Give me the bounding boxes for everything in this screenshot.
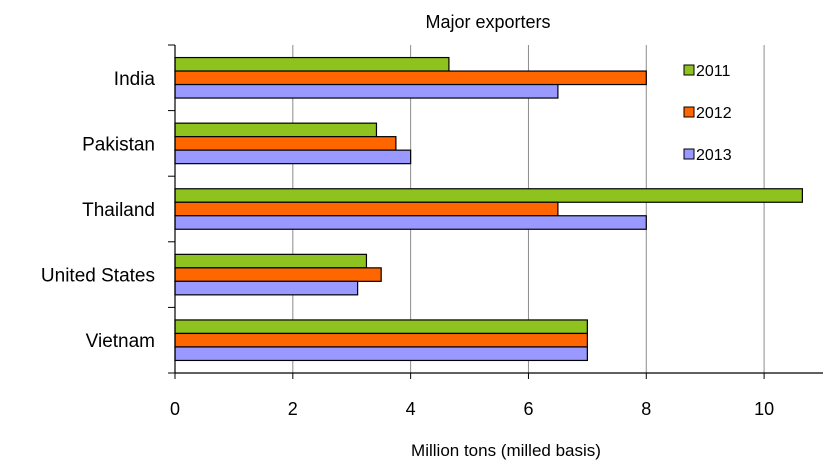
- bar-united-states-2011: [174, 253, 368, 269]
- axes: [168, 44, 823, 379]
- legend: 2011 2012 2013: [683, 63, 732, 164]
- x-axis-title: Million tons (milled basis): [411, 441, 601, 460]
- legend-label: 2013: [696, 147, 732, 164]
- x-tick-label: 4: [406, 399, 416, 419]
- category-label: Thailand: [82, 200, 155, 221]
- bar-pakistan-2011: [174, 122, 378, 138]
- category-label: United States: [41, 266, 155, 287]
- bar-thailand-2012: [174, 201, 559, 217]
- x-tick-label: 0: [170, 399, 180, 419]
- bars: [174, 56, 803, 362]
- bar-pakistan-2013: [174, 149, 412, 165]
- x-tick-labels: 0 2 4 6 8 10: [170, 399, 774, 419]
- bar-united-states-2012: [174, 267, 382, 282]
- legend-label: 2012: [696, 105, 732, 122]
- x-tick-label: 8: [641, 399, 651, 419]
- legend-swatch-2012: [683, 106, 695, 118]
- legend-swatch-2011: [683, 64, 695, 76]
- category-label: Vietnam: [86, 331, 155, 352]
- legend-label: 2011: [696, 63, 731, 80]
- bar-india-2011: [174, 56, 450, 72]
- bar-india-2012: [174, 70, 647, 86]
- bar-india-2013: [174, 83, 559, 99]
- bar-pakistan-2012: [174, 136, 397, 151]
- x-tick-label: 2: [288, 399, 298, 419]
- x-tick-label: 6: [523, 399, 533, 419]
- legend-swatch-2013: [683, 148, 695, 160]
- chart-title: Major exporters: [425, 12, 550, 32]
- category-labels: India Pakistan Thailand United States Vietna…: [41, 69, 156, 352]
- bar-thailand-2013: [174, 215, 647, 230]
- bar-thailand-2011: [174, 188, 803, 203]
- x-tick-label: 10: [754, 399, 774, 419]
- category-label: Pakistan: [82, 134, 155, 155]
- bar-united-states-2013: [174, 280, 359, 296]
- bar-vietnam-2012: [174, 332, 588, 348]
- category-label: India: [114, 69, 156, 90]
- bar-vietnam-2011: [174, 319, 588, 335]
- bar-vietnam-2013: [174, 346, 588, 362]
